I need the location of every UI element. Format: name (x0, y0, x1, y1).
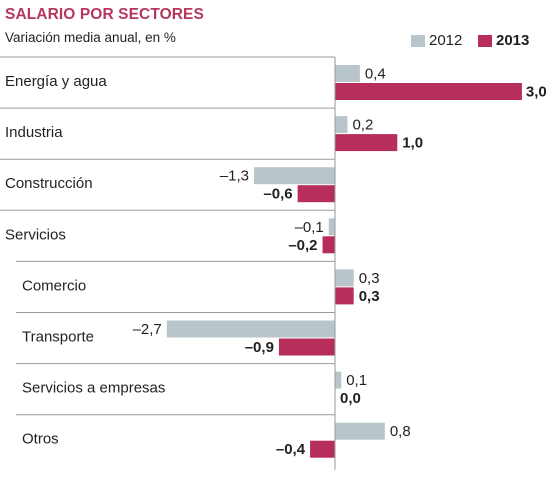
data-label-2012: 0,3 (359, 270, 380, 287)
data-label-2012: 0,2 (352, 117, 373, 134)
data-label-2012: –2,7 (133, 321, 162, 338)
legend-swatch-2012 (411, 35, 425, 47)
bar-2012 (254, 167, 335, 185)
chart-subtitle: Variación media anual, en % (5, 30, 176, 45)
category-label: Comercio (22, 277, 86, 294)
data-label-2013: 3,0 (526, 84, 547, 101)
data-label-2012: –1,3 (220, 168, 249, 185)
bar-2013 (335, 134, 398, 152)
legend-2012: 2012 (411, 33, 462, 49)
category-label: Industria (5, 124, 63, 141)
data-label-2013: 1,0 (402, 135, 423, 152)
bar-2012 (335, 422, 385, 440)
category-label: Servicios (5, 226, 66, 243)
bar-2012 (335, 65, 360, 82)
bar-2013 (322, 236, 335, 254)
data-label-2013: 0,3 (359, 288, 380, 305)
category-label: Servicios a empresas (22, 380, 165, 397)
category-label: Energía y agua (5, 73, 107, 90)
legend-2013: 2013 (478, 33, 529, 49)
bar-2013 (310, 440, 335, 458)
bar-2012 (335, 371, 342, 389)
bar-2013 (335, 287, 354, 305)
data-label-2012: –0,1 (295, 219, 324, 236)
legend-swatch-2013 (478, 35, 492, 47)
data-label-2013: –0,4 (276, 441, 306, 458)
bar-2013 (278, 338, 335, 356)
legend-label-2012: 2012 (429, 32, 463, 49)
bar-2012 (335, 269, 354, 287)
chart-title: SALARIO POR SECTORES (5, 6, 204, 23)
data-label-2013: –0,6 (263, 186, 292, 203)
data-label-2012: 0,8 (390, 423, 411, 440)
bar-2012 (335, 116, 348, 134)
bar-2013 (297, 185, 335, 203)
data-label-2013: 0,0 (340, 390, 361, 407)
data-label-2012: 0,1 (346, 372, 367, 389)
category-label: Otros (22, 431, 59, 448)
category-label: Transporte (22, 329, 94, 346)
category-label: Construcción (5, 175, 93, 192)
legend-label-2013: 2013 (496, 32, 530, 49)
bar-2012 (166, 320, 335, 338)
data-label-2013: –0,2 (288, 237, 317, 254)
data-label-2012: 0,4 (365, 66, 386, 83)
bar-2013 (335, 83, 522, 100)
data-label-2013: –0,9 (245, 339, 274, 356)
bar-2012 (328, 218, 335, 236)
